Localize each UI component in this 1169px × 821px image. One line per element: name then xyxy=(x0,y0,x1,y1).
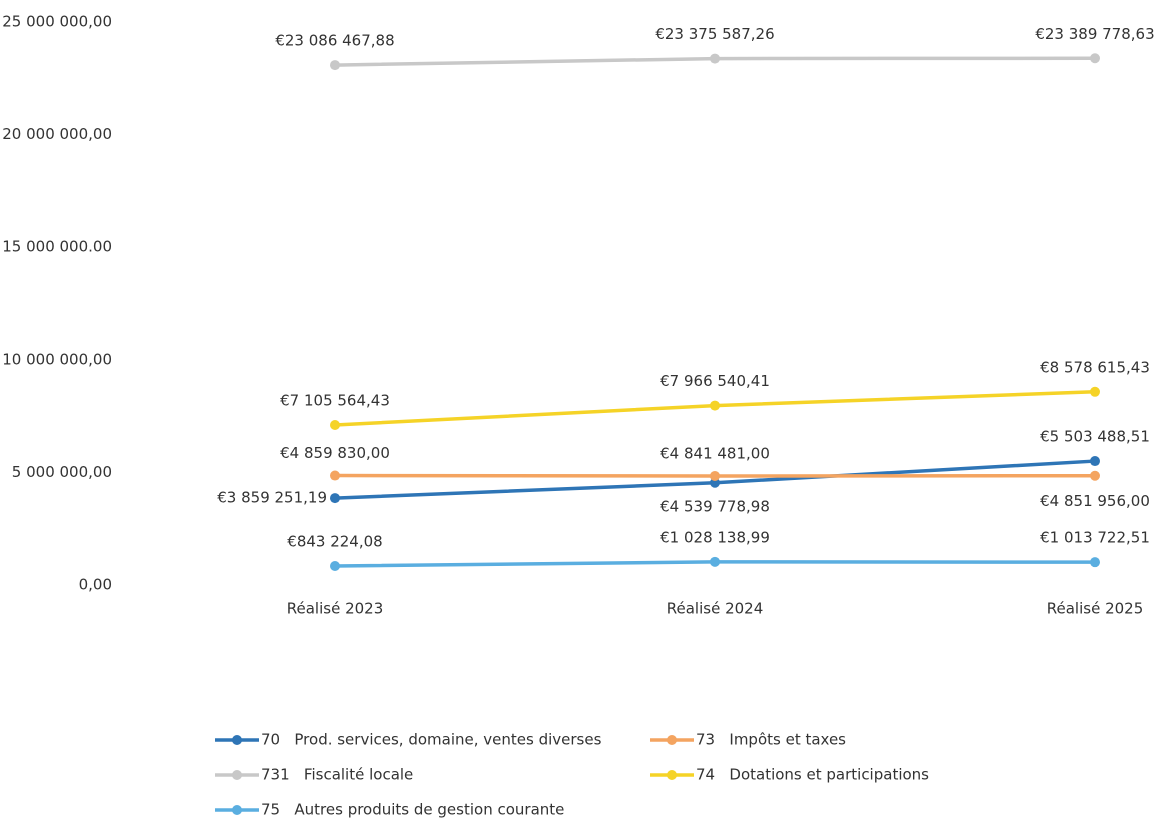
data-point xyxy=(1090,470,1100,481)
legend-marker xyxy=(232,805,242,815)
data-label: €843 224,08 xyxy=(287,533,382,551)
data-point xyxy=(710,400,720,411)
data-label: €5 503 488,51 xyxy=(1040,428,1150,446)
data-point xyxy=(1090,386,1100,397)
data-point xyxy=(330,493,340,504)
data-point xyxy=(1090,53,1100,64)
data-label: €3 859 251,19 xyxy=(217,489,327,507)
data-point xyxy=(1090,456,1100,467)
data-label: €4 859 830,00 xyxy=(280,444,390,462)
data-point xyxy=(710,470,720,481)
y-tick-label: 20 000 000,00 xyxy=(2,125,112,143)
legend-label: 731 Fiscalité locale xyxy=(261,766,413,784)
data-label: €7 105 564,43 xyxy=(280,391,390,409)
data-point xyxy=(710,556,720,567)
data-point xyxy=(330,419,340,430)
legend-label: 74 Dotations et participations xyxy=(696,766,929,784)
legend-marker xyxy=(232,735,242,745)
legend-label: 73 Impôts et taxes xyxy=(696,731,846,749)
legend-marker xyxy=(232,770,242,780)
data-label: €23 086 467,88 xyxy=(275,32,394,50)
data-label: €8 578 615,43 xyxy=(1040,358,1150,376)
data-point xyxy=(710,53,720,64)
y-tick-label: 15 000 000.00 xyxy=(2,238,112,256)
legend-marker xyxy=(667,770,677,780)
legend-marker xyxy=(667,735,677,745)
x-tick-label: Réalisé 2023 xyxy=(287,600,384,618)
data-label: €4 851 956,00 xyxy=(1040,492,1150,510)
x-tick-label: Réalisé 2024 xyxy=(667,600,764,618)
y-tick-label: 5 000 000,00 xyxy=(12,463,112,481)
data-label: €23 389 778,63 xyxy=(1035,25,1154,43)
data-label: €1 028 138,99 xyxy=(660,528,770,546)
data-point xyxy=(330,60,340,71)
legend-label: 70 Prod. services, domaine, ventes diver… xyxy=(261,731,602,749)
legend-label: 75 Autres produits de gestion courante xyxy=(261,801,564,819)
y-tick-label: 25 000 000,00 xyxy=(2,13,112,31)
data-point xyxy=(330,561,340,572)
data-label: €4 539 778,98 xyxy=(660,497,770,515)
data-label: €4 841 481,00 xyxy=(660,444,770,462)
y-tick-label: 0,00 xyxy=(79,576,112,594)
data-point xyxy=(330,470,340,481)
y-tick-label: 10 000 000,00 xyxy=(2,350,112,368)
data-label: €23 375 587,26 xyxy=(655,25,774,43)
data-label: €7 966 540,41 xyxy=(660,372,770,390)
x-tick-label: Réalisé 2025 xyxy=(1047,600,1144,618)
data-label: €1 013 722,51 xyxy=(1040,529,1150,547)
data-point xyxy=(1090,557,1100,568)
